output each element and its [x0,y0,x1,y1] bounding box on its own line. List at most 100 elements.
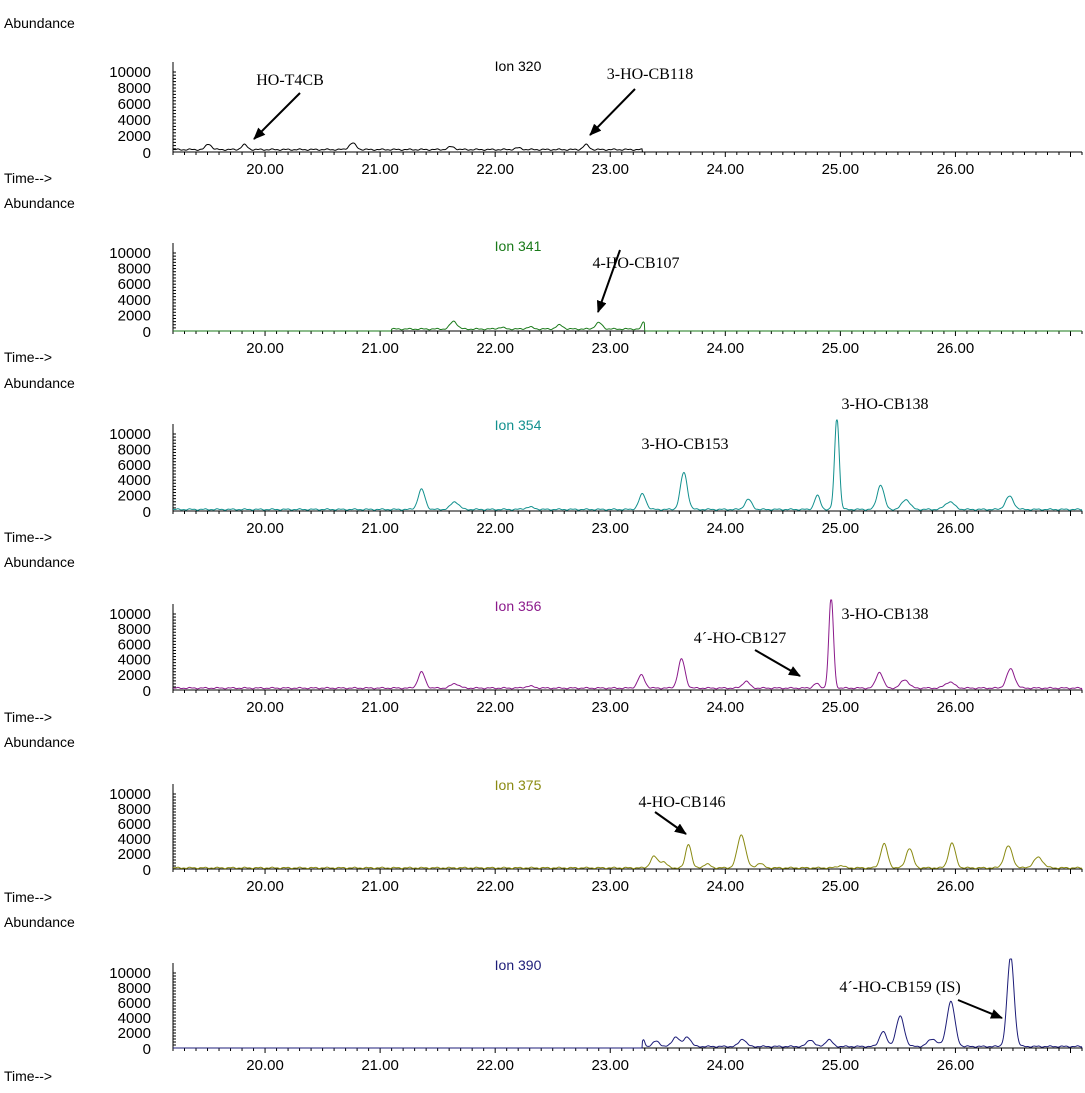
x-tick-label: 21.00 [361,520,399,537]
x-tick-label: 22.00 [476,699,514,716]
y-tick-label: 0 [143,862,151,879]
ion-label: Ion 354 [495,417,542,433]
annotation-arrow [654,811,687,835]
y-tick-label: 10000 [109,64,151,81]
x-tick-label: 24.00 [707,1057,745,1074]
y-tick-label: 4000 [118,472,151,489]
x-tick-label: 20.00 [246,340,284,357]
x-tick-label: 20.00 [246,1057,284,1074]
x-tick-label: 24.00 [707,340,745,357]
x-tick-label: 21.00 [361,1057,399,1074]
ion-label: Ion 320 [495,58,542,74]
x-tick-label: 26.00 [937,1057,975,1074]
y-tick-label: 8000 [118,80,151,97]
x-tick-label: 21.00 [361,161,399,178]
x-tick-label: 22.00 [476,520,514,537]
ion-label: Ion 390 [495,957,542,973]
annotation-arrow [957,999,1003,1019]
x-tick-label: 22.00 [476,161,514,178]
time-label: Time--> [4,1068,52,1084]
time-label: Time--> [4,349,52,365]
annotation-arrow [589,88,636,136]
x-tick-label: 25.00 [822,1057,860,1074]
x-tick-label: 20.00 [246,161,284,178]
y-tick-label: 8000 [118,980,151,997]
trace-line [173,142,1082,153]
y-tick-label: 2000 [118,128,151,145]
y-tick-label: 8000 [118,441,151,458]
x-tick-label: 26.00 [937,520,975,537]
y-tick-label: 6000 [118,816,151,833]
x-tick-label: 20.00 [246,520,284,537]
peak-annotation: 4-HO-CB107 [592,255,679,272]
x-tick-label: 23.00 [591,520,629,537]
peak-annotation: 4-HO-CB146 [638,794,725,811]
x-tick-label: 21.00 [361,878,399,895]
trace-line [173,599,1083,691]
y-tick-label: 6000 [118,276,151,293]
x-tick-label: 25.00 [822,340,860,357]
y-tick-label: 2000 [118,846,151,863]
peak-annotation: HO-T4CB [256,72,324,89]
x-tick-label: 22.00 [476,878,514,895]
abundance-label: Abundance [4,375,75,391]
y-tick-label: 8000 [118,801,151,818]
ion-label: Ion 375 [495,777,542,793]
x-tick-label: 20.00 [246,699,284,716]
time-label: Time--> [4,709,52,725]
peak-annotation: 3-HO-CB138 [841,606,928,623]
y-tick-label: 4000 [118,112,151,129]
x-tick-label: 24.00 [707,878,745,895]
y-tick-label: 10000 [109,426,151,443]
abundance-label: Abundance [4,195,75,211]
abundance-label: Abundance [4,15,75,31]
abundance-label: Abundance [4,554,75,570]
y-tick-label: 10000 [109,786,151,803]
y-tick-label: 6000 [118,995,151,1012]
y-tick-label: 8000 [118,621,151,638]
x-tick-label: 23.00 [591,340,629,357]
y-tick-label: 10000 [109,965,151,982]
trace-line [172,834,1083,870]
ion-label: Ion 341 [495,238,542,254]
y-tick-label: 2000 [118,1025,151,1042]
x-tick-label: 23.00 [591,161,629,178]
x-tick-label: 20.00 [246,878,284,895]
time-label: Time--> [4,889,52,905]
peak-annotation: 4´-HO-CB159 (IS) [839,979,960,996]
time-label: Time--> [4,170,52,186]
y-tick-label: 0 [143,683,151,700]
x-tick-label: 25.00 [822,878,860,895]
trace-line [172,419,1083,512]
x-tick-label: 25.00 [822,699,860,716]
x-tick-label: 23.00 [591,699,629,716]
y-tick-label: 6000 [118,96,151,113]
x-tick-label: 21.00 [361,340,399,357]
y-tick-label: 4000 [118,652,151,669]
y-tick-label: 6000 [118,457,151,474]
x-tick-label: 24.00 [707,699,745,716]
ion-label: Ion 356 [495,598,542,614]
x-tick-label: 23.00 [591,878,629,895]
y-tick-label: 0 [143,324,151,341]
y-tick-label: 0 [143,145,151,162]
peak-annotation: 3-HO-CB153 [641,436,728,453]
y-tick-label: 2000 [118,488,151,505]
y-tick-label: 10000 [109,606,151,623]
trace-line [173,958,1083,1049]
y-tick-label: 0 [143,504,151,521]
y-tick-label: 4000 [118,1010,151,1027]
y-tick-label: 2000 [118,307,151,324]
annotation-arrow [253,92,301,140]
trace-line [173,320,1082,332]
x-tick-label: 26.00 [937,340,975,357]
peak-annotation: 4´-HO-CB127 [694,630,786,647]
peak-annotation: 3-HO-CB138 [841,396,928,413]
annotation-arrow [596,249,621,313]
x-tick-label: 25.00 [822,520,860,537]
x-tick-label: 26.00 [937,161,975,178]
peak-annotation: 3-HO-CB118 [607,66,694,83]
y-tick-label: 2000 [118,667,151,684]
